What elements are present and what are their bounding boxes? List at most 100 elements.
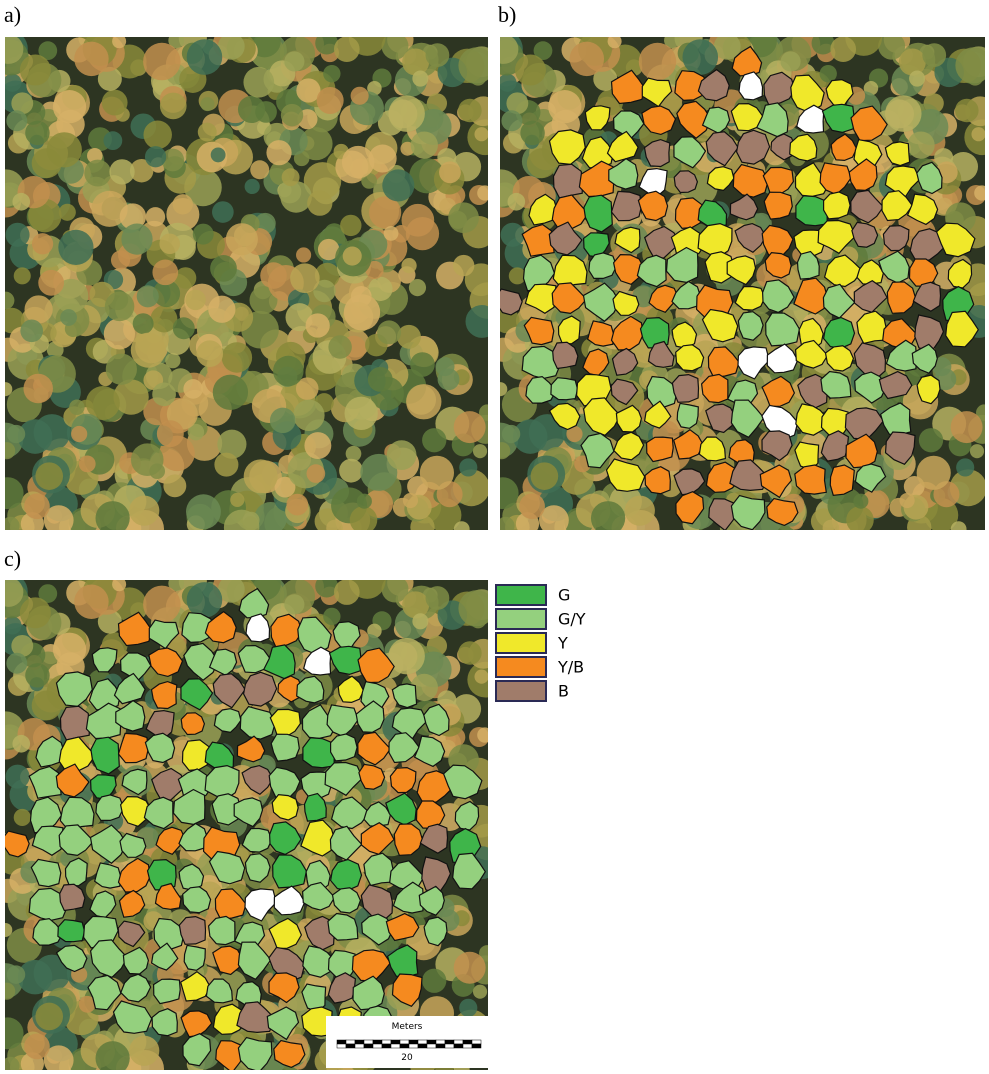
tree-crown (200, 97, 214, 111)
legend-label: Y/B (557, 658, 584, 677)
aerial-image (0, 562, 506, 1074)
tree-crown (487, 477, 519, 509)
scale-segment (445, 1040, 454, 1044)
tree-crown (343, 246, 362, 265)
tree-crown (7, 425, 25, 443)
tree-crown (520, 121, 544, 145)
scale-segment (337, 1040, 346, 1044)
tree-crown (238, 96, 265, 123)
tree-crown (145, 146, 166, 167)
crown-outline (181, 713, 204, 735)
tree-crown (35, 1003, 63, 1031)
scale-segment (373, 1044, 382, 1048)
tree-crown (105, 292, 135, 322)
tree-crown (143, 43, 180, 80)
scale-segment (337, 1044, 346, 1048)
tree-crown (406, 217, 439, 250)
tree-crown (6, 653, 27, 674)
tree-crown (781, 51, 801, 71)
tree-crown (211, 148, 226, 163)
crown-outline (588, 321, 614, 346)
tree-crown (328, 335, 351, 358)
scale-segment (436, 1044, 445, 1048)
tree-crown (342, 146, 374, 178)
tree-crown (282, 168, 300, 186)
tree-crown (489, 34, 518, 63)
tree-crown (196, 340, 223, 367)
tree-crown (160, 93, 187, 120)
tree-crown (422, 969, 446, 993)
tree-crown (25, 663, 49, 687)
tree-crown (96, 1041, 130, 1074)
tree-crown (244, 459, 278, 493)
tree-crown (74, 42, 108, 76)
tree-crown (53, 90, 86, 123)
tree-crown (458, 641, 482, 665)
tree-crown (454, 411, 486, 443)
tree-crown (185, 290, 205, 310)
tree-crown (465, 305, 498, 338)
tree-crown (548, 90, 581, 123)
legend: GG/YYY/BB (496, 585, 586, 701)
tree-crown (293, 400, 324, 431)
tree-crown (345, 397, 378, 430)
tree-crown (519, 493, 545, 519)
tree-crown (402, 591, 429, 618)
tree-crown (388, 95, 424, 131)
tree-crown (245, 179, 260, 194)
tree-crown (306, 313, 330, 337)
scale-segment (391, 1044, 400, 1048)
tree-crown (12, 735, 30, 753)
tree-crown (334, 36, 360, 62)
tree-crown (458, 47, 494, 83)
tree-crown (458, 99, 482, 123)
tree-crown (6, 765, 30, 789)
tree-crown (250, 160, 269, 179)
crown-outline (184, 945, 205, 970)
tree-crown (971, 127, 985, 141)
tree-crown (401, 258, 416, 273)
tree-crown (317, 87, 344, 114)
scale-segment (391, 1040, 400, 1044)
tree-crown (84, 160, 111, 187)
tree-crown (403, 493, 418, 508)
tree-crown (2, 1057, 20, 1074)
scale-segment (346, 1040, 355, 1044)
tree-crown (106, 354, 137, 385)
tree-crown (885, 95, 921, 131)
legend-swatch (496, 609, 546, 629)
scale-segment (346, 1044, 355, 1048)
tree-crown (508, 193, 526, 211)
tree-crown (35, 462, 63, 490)
tree-crown (919, 428, 943, 452)
tree-crown (290, 263, 320, 293)
tree-crown (426, 43, 450, 67)
crown-outline (154, 979, 181, 1004)
figure-canvas: GG/YYY/BB Meters 20 (0, 0, 989, 1074)
crown-outline (303, 738, 334, 768)
tree-crown (448, 202, 479, 233)
tree-crown (112, 577, 126, 591)
tree-crown (281, 104, 303, 126)
scale-bar: Meters 20 (326, 1016, 488, 1068)
tree-crown (350, 506, 378, 534)
crown-outline (883, 226, 909, 251)
tree-crown (6, 223, 30, 247)
crown-outline (95, 863, 121, 888)
tree-crown (32, 233, 53, 254)
tree-crown (955, 99, 979, 123)
tree-crown (159, 233, 180, 254)
legend-swatch (496, 585, 546, 605)
tree-crown (501, 110, 522, 131)
tree-crown (334, 579, 360, 605)
tree-crown (71, 426, 87, 442)
legend-label: Y (557, 634, 568, 653)
tree-crown (412, 71, 428, 87)
tree-crown (143, 586, 180, 623)
tree-crown (458, 590, 494, 626)
tree-crown (14, 809, 31, 826)
scale-checker (337, 1040, 481, 1048)
tree-crown (608, 34, 622, 48)
tree-crown (23, 374, 53, 404)
tree-crown (226, 223, 258, 255)
